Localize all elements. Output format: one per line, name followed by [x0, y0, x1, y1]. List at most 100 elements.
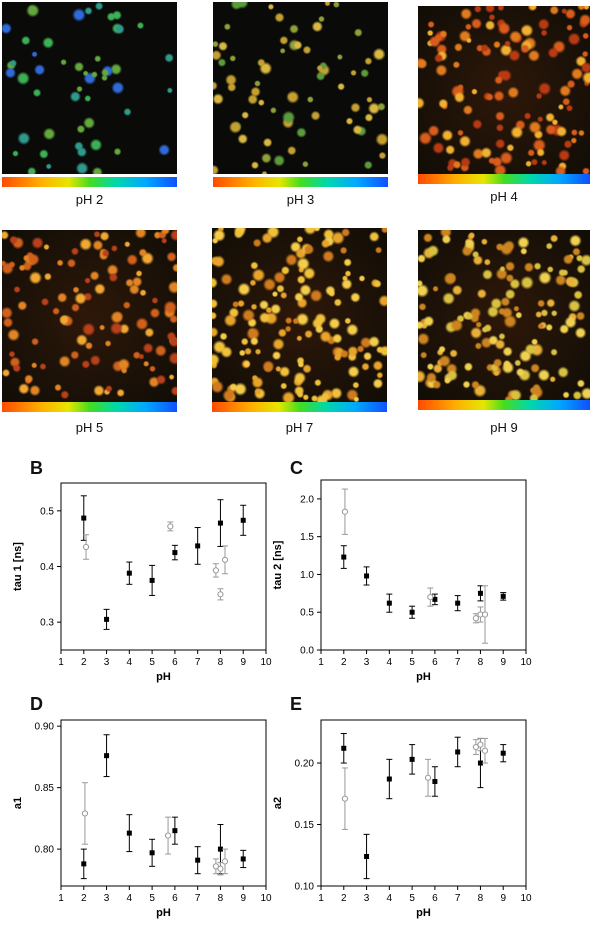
data-point-square — [172, 550, 178, 556]
plot-frame — [60, 482, 267, 651]
data-point-square — [364, 853, 370, 859]
micrograph-caption: pH 3 — [286, 192, 315, 207]
x-tick-label: 3 — [364, 657, 370, 668]
data-point-circle — [477, 741, 484, 748]
data-point-square — [455, 600, 461, 606]
data-point-circle — [212, 863, 219, 870]
panel-letter-e: E — [290, 694, 303, 714]
x-tick-label: 5 — [149, 893, 155, 904]
micrograph-image — [212, 228, 387, 402]
x-tick-label: 4 — [127, 657, 133, 668]
data-point-square — [149, 850, 155, 856]
x-tick-label: 3 — [364, 893, 370, 904]
x-tick-label: 8 — [218, 893, 224, 904]
data-point-square — [477, 590, 483, 596]
x-tick-label: 5 — [409, 893, 415, 904]
micrograph-caption: pH 5 — [75, 420, 104, 435]
chart-b: 1 2 3 4 5 6 7 8 9 10 0.3 0.4 0.5 pH tau 1 [ns] — [12, 482, 272, 683]
x-tick-label: 9 — [240, 893, 246, 904]
y-tick-label: 0.0 — [300, 646, 314, 657]
x-tick-label: 10 — [260, 893, 272, 904]
data-point-circle — [164, 832, 172, 839]
data-point-square — [195, 543, 201, 549]
x-tick-label: 7 — [195, 893, 201, 904]
x-tick-label: 5 — [409, 657, 415, 668]
x-axis-label: pH — [416, 671, 431, 683]
y-tick-label: 1.0 — [300, 570, 314, 581]
data-point-square — [240, 517, 246, 523]
chart-c: 1 2 3 4 5 6 7 8 9 10 0.0 0.5 1.0 1.5 2.0 pH tau 2 [ns] — [272, 479, 532, 683]
data-point-circle — [167, 523, 174, 530]
colorbar — [2, 402, 177, 412]
panel-letter-b: B — [30, 458, 43, 478]
data-point-square — [341, 554, 347, 560]
data-point-square — [217, 846, 223, 852]
x-tick-label: 6 — [432, 657, 438, 668]
x-tick-label: 6 — [432, 893, 438, 904]
x-tick-label: 1 — [318, 657, 324, 668]
data-point-square — [341, 745, 347, 751]
x-tick-label: 7 — [455, 893, 461, 904]
x-tick-label: 10 — [260, 657, 272, 668]
micrograph-image — [418, 6, 590, 174]
colorbar — [418, 400, 590, 410]
x-tick-label: 8 — [218, 657, 224, 668]
data-point-square — [432, 596, 438, 602]
data-point-square — [409, 609, 415, 615]
data-point-square — [126, 830, 132, 836]
data-point-square — [432, 778, 438, 784]
y-tick-label: 0.15 — [295, 820, 315, 831]
colorbar — [2, 177, 177, 187]
data-point-circle — [481, 747, 489, 754]
data-point-circle — [472, 743, 479, 751]
y-tick-label: 0.10 — [295, 882, 315, 893]
micrograph-caption: pH 2 — [75, 192, 104, 207]
data-point-circle — [221, 556, 229, 563]
x-tick-label: 2 — [81, 657, 87, 668]
x-tick-label: 3 — [104, 657, 110, 668]
data-point-square — [240, 856, 246, 862]
y-tick-label: 1.5 — [300, 532, 314, 543]
micrograph-image — [418, 230, 590, 400]
x-axis-label: pH — [156, 907, 171, 919]
x-axis-label: pH — [156, 671, 171, 683]
data-point-circle — [427, 594, 434, 601]
data-point-square — [195, 857, 201, 863]
plot-frame — [60, 719, 267, 887]
x-tick-label: 4 — [387, 657, 393, 668]
panel-letter-c: C — [290, 458, 303, 478]
y-axis-label: tau 2 [ns] — [272, 540, 284, 589]
data-point-square — [81, 861, 87, 867]
x-tick-label: 8 — [478, 657, 484, 668]
colorbar — [212, 402, 387, 412]
data-point-circle — [341, 508, 349, 515]
chart-d: 1 2 3 4 5 6 7 8 9 10 0.80 0.85 0.90 pH a1 — [12, 719, 272, 919]
x-tick-label: 3 — [104, 893, 110, 904]
y-tick-label: 0.85 — [35, 783, 55, 794]
data-point-circle — [81, 810, 89, 817]
micrograph-caption: pH 9 — [490, 420, 518, 435]
colorbar — [418, 174, 590, 184]
y-tick-label: 0.20 — [295, 759, 315, 770]
x-tick-label: 6 — [172, 893, 178, 904]
data-point-square — [409, 756, 415, 762]
data-point-circle — [82, 543, 90, 551]
data-point-circle — [481, 611, 489, 618]
y-tick-label: 0.90 — [35, 722, 55, 733]
x-tick-label: 6 — [172, 657, 178, 668]
chart-e: 1 2 3 4 5 6 7 8 9 10 0.10 0.15 0.20 pH a2 — [272, 719, 532, 919]
panel-letter-d: D — [30, 694, 43, 714]
micrograph-caption: pH 7 — [285, 420, 314, 435]
y-axis-label: a1 — [12, 797, 24, 809]
data-point-square — [104, 753, 110, 759]
x-tick-label: 10 — [520, 657, 532, 668]
y-tick-label: 0.5 — [40, 506, 54, 517]
x-tick-label: 7 — [195, 657, 201, 668]
y-axis-label: a2 — [272, 797, 284, 809]
colorbar — [213, 177, 388, 187]
data-point-square — [81, 515, 87, 521]
data-point-square — [386, 600, 392, 606]
x-tick-label: 10 — [520, 893, 532, 904]
data-point-square — [126, 570, 132, 576]
y-tick-label: 2.0 — [300, 494, 314, 505]
